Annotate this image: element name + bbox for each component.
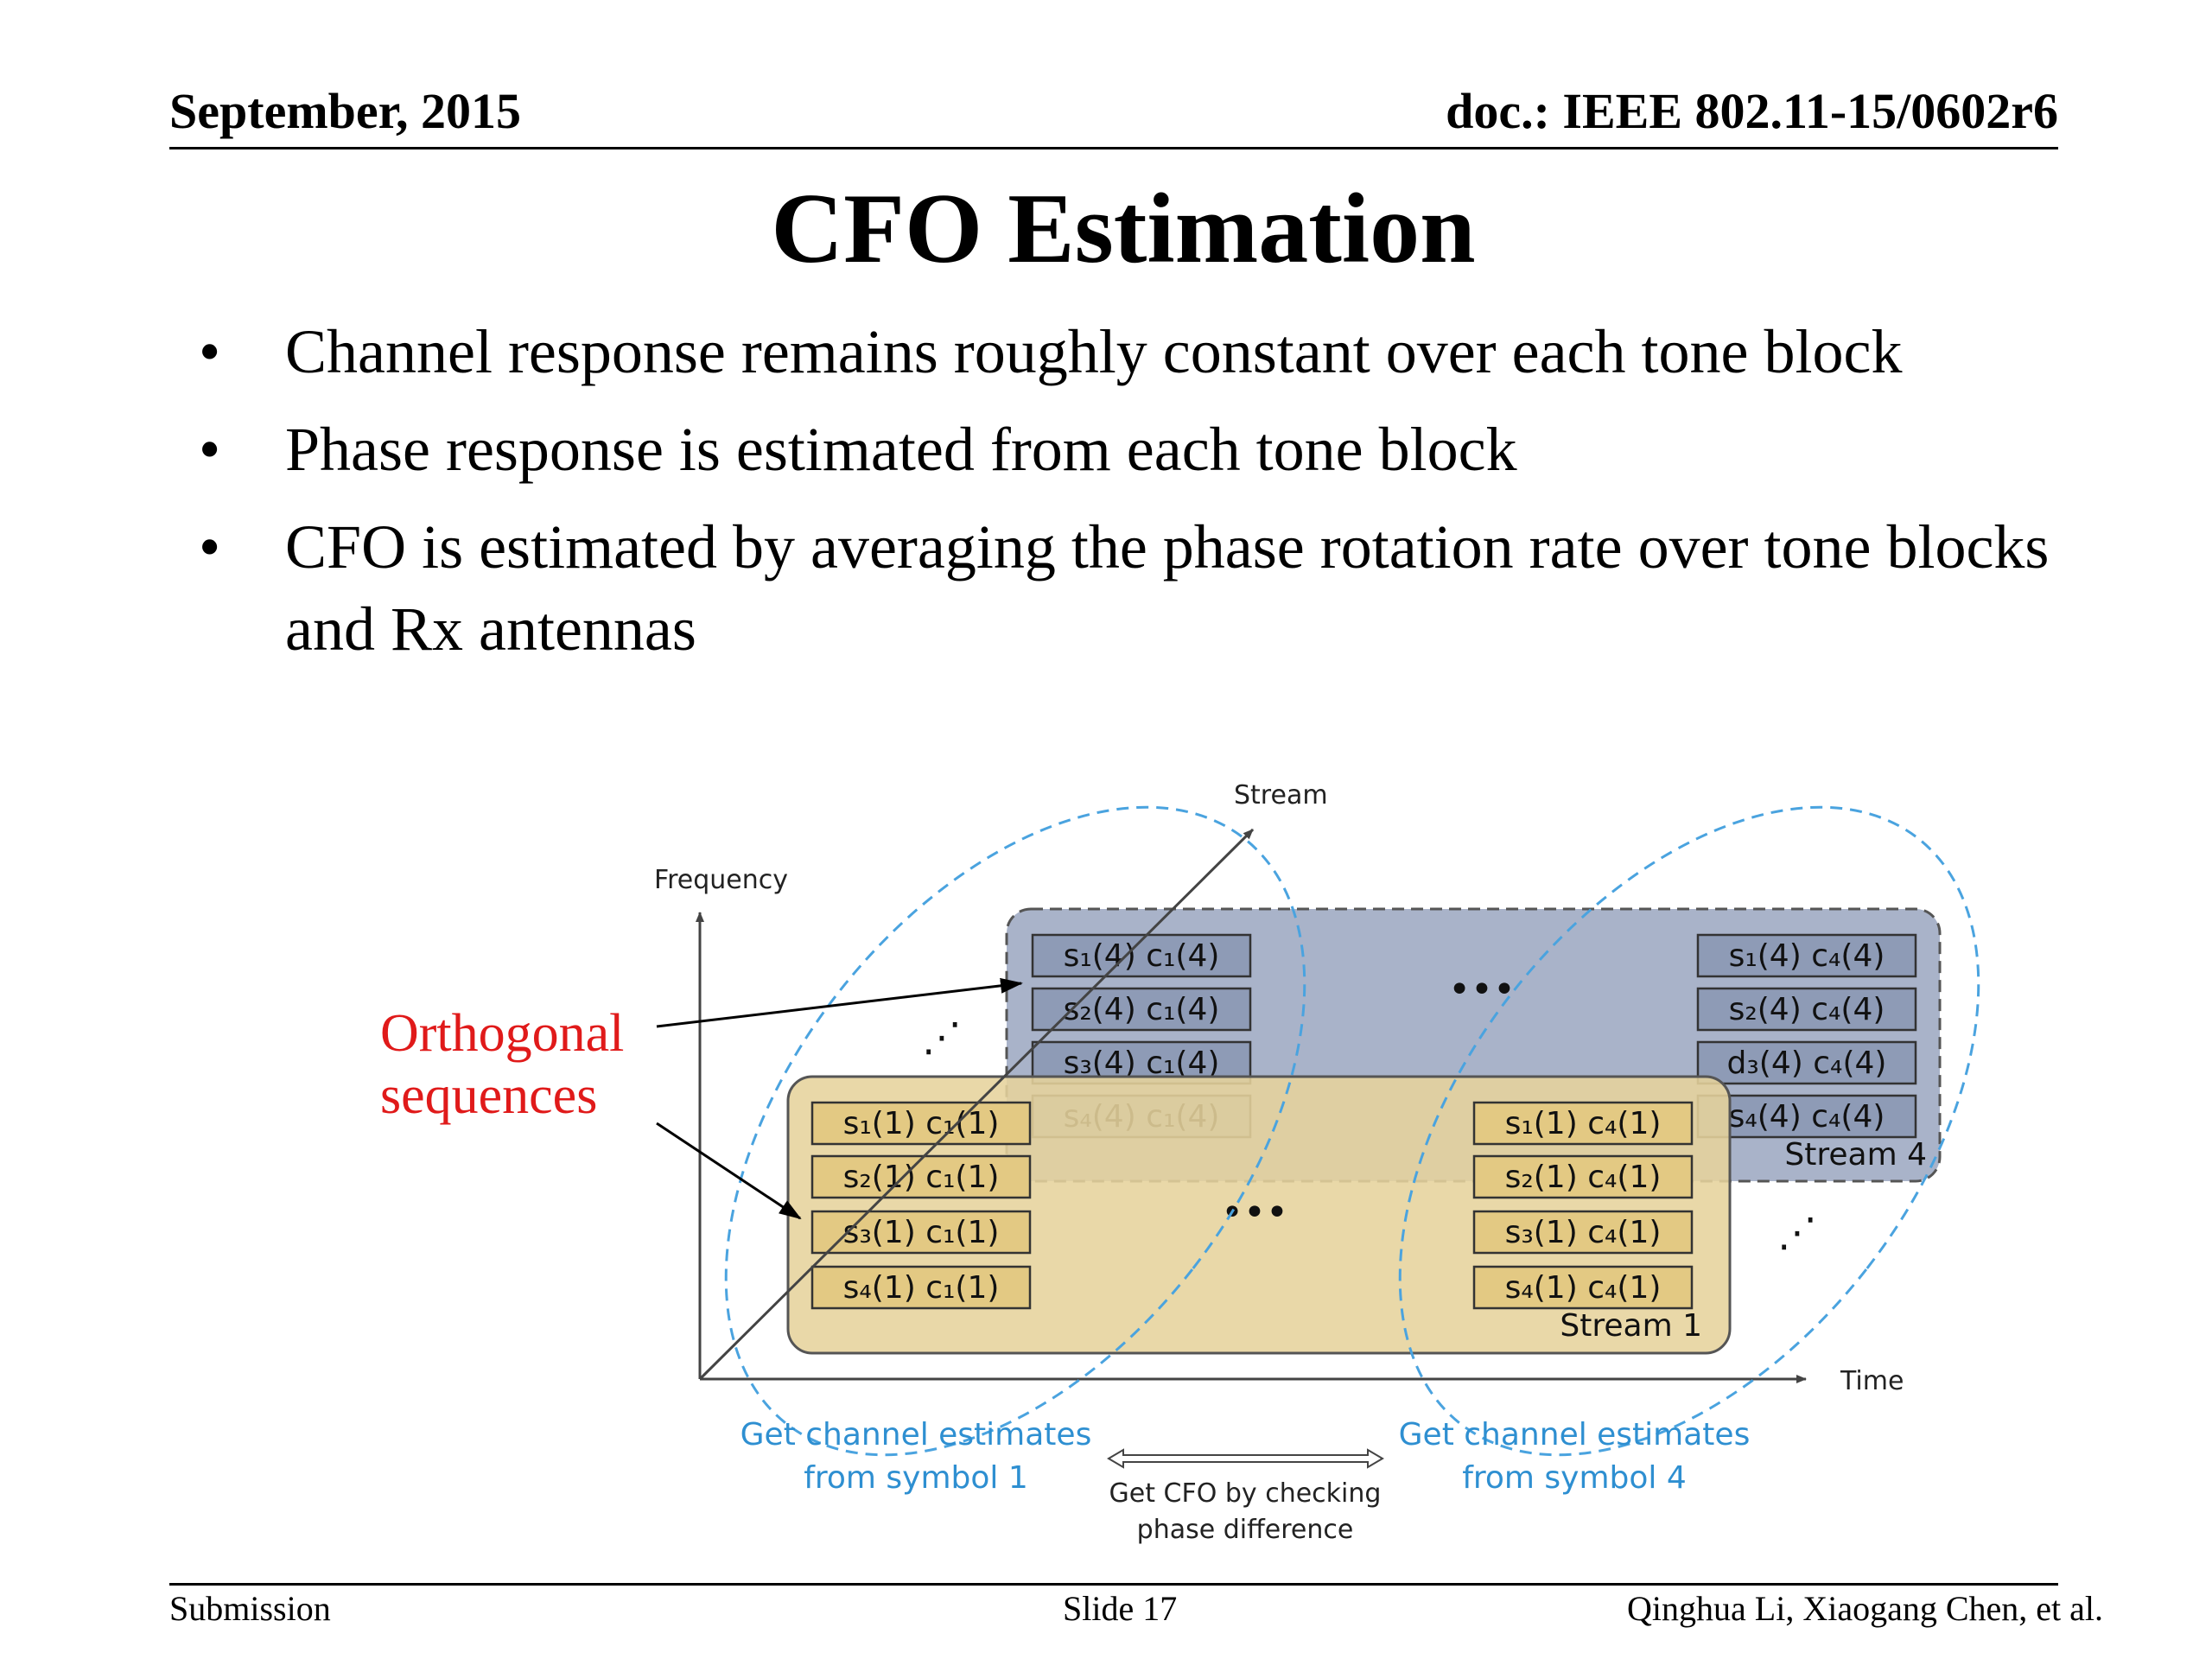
stream1-cell-label: s₃(1) c₄(1) <box>1505 1215 1662 1250</box>
bullet-text: CFO is estimated by averaging the phase … <box>285 512 2050 664</box>
stream4-cell <box>1031 1094 1252 1139</box>
stream4-cell-label: s₁(4) c₄(4) <box>1729 938 1885 974</box>
caption-symbol1-line1: Get channel estimates <box>741 1417 1092 1452</box>
stream4-cell <box>1031 933 1252 978</box>
stream4-cell-label: s₄(4) c₁(4) <box>1064 1099 1220 1135</box>
orthogonal-label-line2: sequences <box>380 1066 597 1125</box>
stream1-cell <box>1472 1154 1694 1199</box>
stream4-cell <box>1696 1040 1917 1085</box>
bullet-item: • Channel response remains roughly consta… <box>199 311 2074 393</box>
caption-symbol1-line2: from symbol 1 <box>804 1460 1028 1496</box>
stream1-cell <box>1472 1101 1694 1146</box>
slide-title: CFO Estimation <box>771 174 1476 284</box>
bullet-item: • Phase response is estimated from each t… <box>199 409 2074 491</box>
time-axis-label: Time <box>1840 1366 1904 1396</box>
stream1-label: Stream 1 <box>1560 1308 1702 1344</box>
stream1-cell-label: s₂(1) c₄(1) <box>1505 1160 1662 1195</box>
bullet-text: Channel response remains roughly constan… <box>285 317 1903 386</box>
orthogonal-arrow-lower <box>656 1122 802 1220</box>
stream1-cell <box>1472 1265 1694 1310</box>
orthogonal-arrow-upper <box>656 977 1023 1028</box>
caption-cfo-line1: Get CFO by checking <box>1109 1478 1382 1509</box>
stream1-cell-label: s₂(1) c₁(1) <box>843 1160 1000 1195</box>
stream1-cell-label: s₄(1) c₄(1) <box>1505 1270 1662 1306</box>
stream4-ellipsis: ••• <box>1448 968 1516 1012</box>
stream4-cell <box>1696 987 1917 1032</box>
bullet-text: Phase response is estimated from each to… <box>285 415 1517 484</box>
stream4-cell-label: s₃(4) c₁(4) <box>1064 1046 1220 1081</box>
stream-axis-label: Stream <box>1234 780 1328 810</box>
stream1-cell <box>1472 1210 1694 1255</box>
caption-cfo-line2: phase difference <box>1137 1515 1354 1545</box>
footer-submission: Submission <box>169 1589 331 1628</box>
stream4-cell-label: s₂(4) c₁(4) <box>1064 992 1220 1027</box>
footer-authors: Qinghua Li, Xiaogang Chen, et al. <box>1627 1589 2103 1628</box>
footer-rule <box>169 1583 2058 1586</box>
bullet-dot: • <box>199 317 221 386</box>
caption-symbol4-line2: from symbol 4 <box>1462 1460 1687 1496</box>
stream4-label: Stream 4 <box>1784 1137 1927 1173</box>
bullet-dot: • <box>199 512 221 582</box>
phase-difference-arrow <box>1107 1448 1384 1469</box>
stream4-plane <box>1005 907 1942 1183</box>
stream1-cell <box>810 1154 1032 1199</box>
stream4-cell <box>1696 1094 1917 1139</box>
stream4-cell <box>1031 1040 1252 1085</box>
stream1-cell <box>810 1101 1032 1146</box>
stream4-cell-label: s₄(4) c₄(4) <box>1729 1099 1885 1135</box>
stream1-ellipsis: ••• <box>1221 1191 1288 1235</box>
frequency-axis-label: Frequency <box>654 865 788 895</box>
header-doc-id: doc.: IEEE 802.11-15/0602r6 <box>1446 83 2058 139</box>
stream4-cell <box>1696 933 1917 978</box>
stream-axis <box>698 828 1255 1381</box>
stream1-left-cells: s₁(1) c₁(1) s₂(1) c₁(1) s₃(1) c₁(1) s₄(1… <box>810 1101 1032 1310</box>
stream4-cell-label: d₃(4) c₄(4) <box>1727 1046 1887 1081</box>
diag-ellipsis-right: ⋰ <box>1777 1209 1817 1255</box>
stream4-cell-label: s₁(4) c₁(4) <box>1064 938 1220 974</box>
stream1-cell-label: s₁(1) c₄(1) <box>1505 1106 1662 1141</box>
bullet-dot: • <box>199 415 221 484</box>
stream4-left-cells: s₁(4) c₁(4) s₂(4) c₁(4) s₃(4) c₁(4) s₄(4… <box>1031 933 1252 1139</box>
stream4-right-cells: s₁(4) c₄(4) s₂(4) c₄(4) d₃(4) c₄(4) s₄(4… <box>1696 933 1917 1139</box>
stream1-cell-label: s₃(1) c₁(1) <box>843 1215 1000 1250</box>
stream1-cell <box>810 1210 1032 1255</box>
bullet-list: • Channel response remains roughly consta… <box>199 311 2074 686</box>
footer-slide-number: Slide 17 <box>1063 1589 1178 1628</box>
stream1-right-cells: s₁(1) c₄(1) s₂(1) c₄(1) s₃(1) c₄(1) s₄(1… <box>1472 1101 1694 1310</box>
symbol1-ellipse <box>724 805 1306 1457</box>
symbol4-ellipse <box>1398 805 1980 1457</box>
stream1-cell-label: s₁(1) c₁(1) <box>843 1106 1000 1141</box>
stream1-plane <box>786 1075 1732 1355</box>
caption-symbol4-line1: Get channel estimates <box>1399 1417 1751 1452</box>
header-rule <box>169 147 2058 149</box>
header-date: September, 2015 <box>169 83 522 139</box>
stream1-cell-label: s₄(1) c₁(1) <box>843 1270 1000 1306</box>
diag-ellipsis-left: ⋰ <box>922 1014 962 1060</box>
stream4-cell <box>1031 987 1252 1032</box>
stream1-cell <box>810 1265 1032 1310</box>
orthogonal-label-line1: Orthogonal <box>380 1004 624 1063</box>
bullet-item: • CFO is estimated by averaging the phase… <box>199 506 2074 671</box>
stream4-cell-label: s₂(4) c₄(4) <box>1729 992 1885 1027</box>
